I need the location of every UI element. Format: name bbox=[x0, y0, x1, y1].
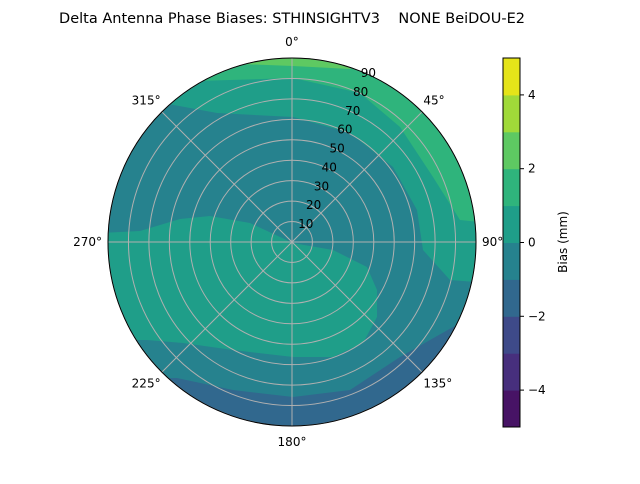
angular-tick-label: 90° bbox=[482, 235, 503, 249]
angular-tick-label: 0° bbox=[285, 35, 299, 49]
radial-tick-label: 10 bbox=[298, 217, 313, 231]
colorbar-tick-label: 2 bbox=[528, 162, 536, 176]
angular-tick-label: 180° bbox=[278, 435, 307, 449]
chart-title: Delta Antenna Phase Biases: STHINSIGHTV3… bbox=[59, 11, 525, 27]
radial-tick-label: 20 bbox=[306, 198, 321, 212]
radial-tick-label: 50 bbox=[329, 142, 344, 156]
angular-tick-label: 45° bbox=[423, 94, 444, 108]
colorbar-band bbox=[503, 390, 520, 428]
angular-tick-label: 315° bbox=[132, 94, 161, 108]
angular-tick-label: 270° bbox=[73, 235, 102, 249]
angular-gridline bbox=[291, 111, 423, 243]
colorbar-band bbox=[503, 205, 520, 243]
colorbar-band bbox=[503, 94, 520, 133]
colorbar-band bbox=[503, 242, 520, 280]
colorbar-band bbox=[503, 58, 520, 96]
contour-band-2-3 bbox=[200, 58, 370, 69]
polar-grid bbox=[107, 57, 477, 427]
radial-tick-labels: 10 20 30 40 50 60 70 80 90 bbox=[298, 66, 376, 231]
colorbar-band bbox=[503, 353, 520, 391]
radial-tick-label: 40 bbox=[322, 160, 337, 174]
radial-tick-label: 60 bbox=[337, 123, 352, 137]
radial-tick-label: 90 bbox=[361, 66, 376, 80]
angular-tick-labels: 0° 45° 90° 135° 180° 225° 270° 315° bbox=[73, 35, 503, 449]
colorbar-tick-label: 0 bbox=[528, 236, 536, 250]
radial-tick-label: 70 bbox=[345, 104, 360, 118]
angular-gridline bbox=[161, 241, 293, 373]
colorbar-tick-label: −2 bbox=[528, 309, 546, 323]
angular-gridline bbox=[161, 111, 293, 243]
angular-tick-label: 225° bbox=[132, 376, 161, 390]
angular-tick-label: 135° bbox=[423, 376, 452, 390]
radial-tick-label: 80 bbox=[353, 85, 368, 99]
colorbar-ticks: −4 −2 0 2 4 bbox=[520, 88, 546, 397]
colorbar-band bbox=[503, 168, 520, 207]
contour-band-1-2 bbox=[108, 58, 476, 223]
colorbar-band bbox=[503, 131, 520, 170]
angular-gridline bbox=[291, 241, 423, 373]
polar-frame bbox=[107, 57, 477, 427]
colorbar-label: Bias (mm) bbox=[556, 211, 570, 273]
colorbar-tick-label: −4 bbox=[528, 383, 546, 397]
radial-tick-label: 30 bbox=[314, 179, 329, 193]
colorbar-band bbox=[503, 279, 520, 317]
colorbar-band bbox=[503, 316, 520, 354]
colorbar-tick-label: 4 bbox=[528, 88, 536, 102]
colorbar bbox=[503, 58, 520, 428]
